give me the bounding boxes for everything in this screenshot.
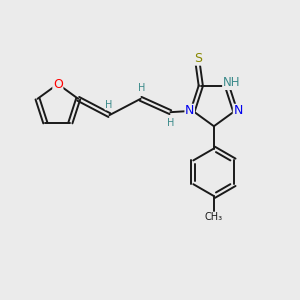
Text: S: S [194,52,202,65]
Text: O: O [53,77,63,91]
Text: H: H [137,83,145,93]
Text: CH₃: CH₃ [205,212,223,223]
Text: H: H [105,100,112,110]
Text: H: H [167,118,175,128]
Text: N: N [233,104,243,117]
Text: N: N [185,104,194,117]
Text: NH: NH [223,76,240,89]
